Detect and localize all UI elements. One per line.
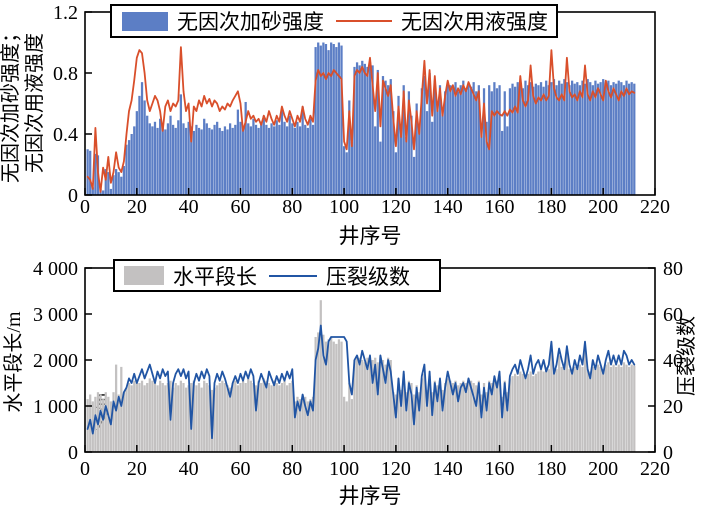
svg-text:180: 180	[536, 196, 566, 218]
svg-text:120: 120	[381, 196, 411, 218]
svg-text:4 000: 4 000	[33, 258, 78, 280]
frac-stages-legend-label: 压裂级数	[326, 264, 410, 289]
svg-text:2 000: 2 000	[33, 350, 78, 372]
tick-marks	[84, 267, 656, 453]
svg-text:220: 220	[640, 196, 670, 218]
svg-text:3 000: 3 000	[33, 304, 78, 326]
top-y-axis-label-line2: 无因次用液强度	[23, 33, 46, 173]
bottom-right-y-axis-label: 压裂级数	[675, 316, 698, 396]
bar-series	[86, 42, 636, 196]
line-series	[86, 46, 636, 193]
tick-marks	[84, 11, 656, 196]
svg-text:140: 140	[433, 458, 463, 480]
bottom-left-y-axis-label: 水平段长/m	[2, 311, 25, 413]
svg-text:60: 60	[230, 196, 250, 218]
lateral-length-swatch	[124, 266, 164, 285]
svg-text:220: 220	[640, 458, 670, 480]
svg-text:0: 0	[663, 442, 673, 464]
svg-text:160: 160	[485, 458, 515, 480]
top-legend: 无因次加砂强度 无因次用液强度	[110, 4, 558, 38]
svg-text:60: 60	[663, 304, 683, 326]
sand-intensity-swatch	[122, 11, 168, 31]
lateral-length-legend-label: 水平段长	[173, 264, 257, 289]
svg-text:0.4: 0.4	[53, 124, 78, 146]
svg-text:0.8: 0.8	[53, 63, 78, 85]
svg-text:80: 80	[282, 458, 302, 480]
top-y-axis-label-line1: 无因次加砂强度；	[0, 23, 22, 183]
svg-text:200: 200	[588, 458, 618, 480]
svg-text:20: 20	[127, 196, 147, 218]
top-chart-canvas: 无因次加砂强度； 无因次用液强度 井序号 0 20 40 60 80 100 120 140 1…	[0, 2, 670, 248]
bottom-chart-canvas: 水平段长/m 压裂级数 井序号 /m 020406080100120140160…	[2, 258, 698, 508]
frac-stages-line-icon	[269, 274, 317, 277]
svg-text:120: 120	[381, 458, 411, 480]
svg-text:0: 0	[80, 458, 90, 480]
svg-text:0: 0	[68, 442, 78, 464]
svg-text:20: 20	[663, 396, 683, 418]
svg-text:100: 100	[329, 458, 359, 480]
svg-text:80: 80	[282, 196, 302, 218]
fluid-intensity-line-icon	[336, 20, 392, 22]
fluid-intensity-legend-label: 无因次用液强度	[401, 10, 548, 34]
sand-intensity-legend-label: 无因次加砂强度	[177, 10, 324, 34]
svg-text:0: 0	[80, 196, 90, 218]
svg-text:100: 100	[329, 196, 359, 218]
svg-text:0: 0	[68, 185, 78, 207]
svg-text:60: 60	[230, 458, 250, 480]
bottom-legend: 水平段长 压裂级数	[113, 259, 441, 292]
svg-text:140: 140	[433, 196, 463, 218]
svg-text:40: 40	[179, 458, 199, 480]
line-series	[86, 324, 636, 440]
bottom-x-axis-label: 井序号	[339, 484, 402, 508]
svg-text:200: 200	[588, 196, 618, 218]
top-x-axis-label: 井序号	[339, 224, 402, 248]
svg-text:40: 40	[179, 196, 199, 218]
svg-text:80: 80	[663, 258, 683, 280]
svg-text:160: 160	[485, 196, 515, 218]
svg-text:180: 180	[536, 458, 566, 480]
bar-series	[86, 300, 636, 452]
tick-labels: 0 20 40 60 80 100 120 140 160 180 200 220 0 0.4 0.8 1.2	[53, 2, 670, 218]
svg-text:1.2: 1.2	[53, 2, 78, 24]
svg-text:40: 40	[663, 350, 683, 372]
svg-text:1 000: 1 000	[33, 396, 78, 418]
svg-text:20: 20	[127, 458, 147, 480]
